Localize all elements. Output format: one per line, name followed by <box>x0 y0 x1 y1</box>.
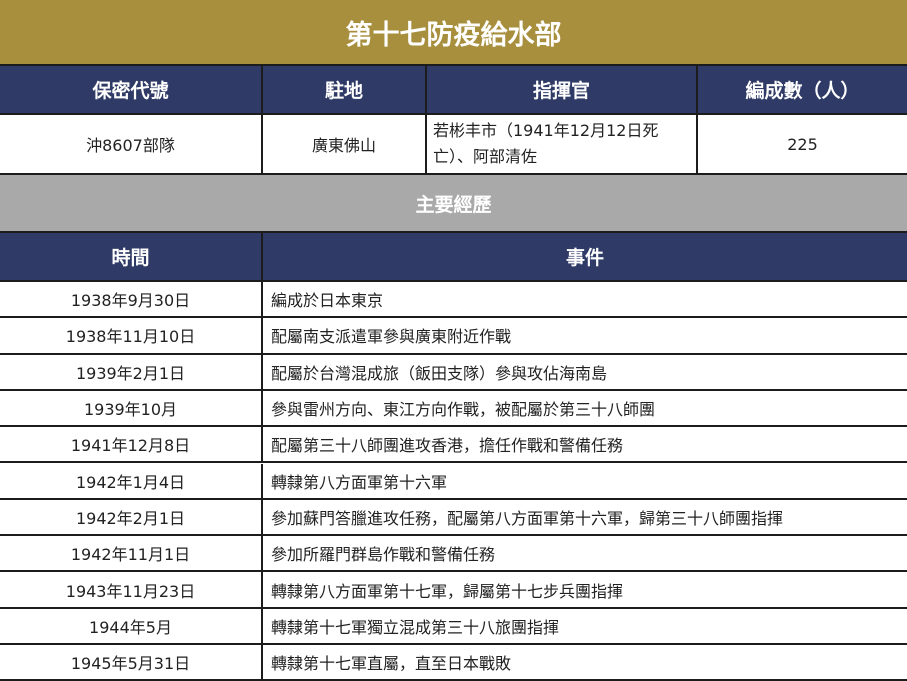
table-row: 1944年5月 轉隸第十七軍獨立混成第三十八旅團指揮 <box>0 608 907 645</box>
table-row: 1942年1月4日 轉隸第八方面軍第十六軍 <box>0 463 907 500</box>
row-event: 參與雷州方向、東江方向作戰，被配屬於第三十八師團 <box>271 400 656 420</box>
row-date: 1944年5月 <box>0 608 263 643</box>
table-row: 1942年2月1日 參加蘇門答臘進攻任務，配屬第八方面軍第十六軍，歸第三十八師團指… <box>0 499 907 537</box>
row-date: 1942年11月1日 <box>0 536 263 571</box>
header-commander: 指揮官 <box>427 66 698 113</box>
row-event: 參加所羅門群島作戰和警備任務 <box>271 545 496 565</box>
table-row: 1942年11月1日 參加所羅門群島作戰和警備任務 <box>0 536 907 573</box>
row-date: 1938年11月10日 <box>0 318 263 353</box>
table-title: 第十七防疫給水部 <box>0 0 907 66</box>
header-strength: 編成數（人） <box>698 66 907 113</box>
row-date: 1939年10月 <box>0 390 263 426</box>
header-station: 駐地 <box>263 66 427 113</box>
info-header-row: 保密代號 駐地 指揮官 編成數（人） <box>0 66 907 115</box>
row-event: 轉隸第八方面軍第十六軍 <box>271 472 448 492</box>
table-row: 1943年11月23日 轉隸第八方面軍第十七軍，歸屬第十七步兵團指揮 <box>0 572 907 609</box>
value-strength: 225 <box>787 134 818 154</box>
row-date: 1939年2月1日 <box>0 354 263 389</box>
row-date: 1942年1月4日 <box>0 463 263 498</box>
row-event: 轉隸第八方面軍第十七軍，歸屬第十七步兵團指揮 <box>271 581 624 601</box>
header-event: 事件 <box>263 233 907 280</box>
value-code-name: 沖8607部隊 <box>0 115 263 173</box>
table-row: 1941年12月8日 配屬第三十八師團進攻香港，擔任作戰和警備任務 <box>0 427 907 464</box>
row-date: 1943年11月23日 <box>0 572 263 607</box>
row-event: 轉隸第十七軍獨立混成第三十八旅團指揮 <box>271 617 560 637</box>
row-event: 配屬於台灣混成旅（飯田支隊）參與攻佔海南島 <box>271 363 608 383</box>
row-date: 1941年12月8日 <box>0 427 263 462</box>
header-time: 時間 <box>0 233 263 280</box>
table-row: 1939年10月 參與雷州方向、東江方向作戰，被配屬於第三十八師團 <box>0 390 907 428</box>
section-title: 主要經歷 <box>0 175 907 233</box>
table-row: 1939年2月1日 配屬於台灣混成旅（飯田支隊）參與攻佔海南島 <box>0 354 907 391</box>
history-header-row: 時間 事件 <box>0 233 907 282</box>
row-date: 1942年2月1日 <box>0 499 263 535</box>
row-event: 轉隸第十七軍直屬，直至日本戰敗 <box>271 654 512 674</box>
table-row: 1938年11月10日 配屬南支派遣軍參與廣東附近作戰 <box>0 318 907 355</box>
row-event: 編成於日本東京 <box>271 291 384 311</box>
table-row: 1938年9月30日 編成於日本東京 <box>0 282 907 319</box>
table-row: 1945年5月31日 轉隸第十七軍直屬，直至日本戰敗 <box>0 645 907 681</box>
row-date: 1945年5月31日 <box>0 645 263 680</box>
value-commander: 若彬丰市（1941年12月12日死亡）、阿部清佐 <box>427 115 698 173</box>
row-event: 配屬第三十八師團進攻香港，擔任作戰和警備任務 <box>271 436 624 456</box>
value-station: 廣東佛山 <box>263 115 427 173</box>
row-event: 配屬南支派遣軍參與廣東附近作戰 <box>271 327 512 347</box>
info-value-row: 沖8607部隊 廣東佛山 若彬丰市（1941年12月12日死亡）、阿部清佐 22… <box>0 115 907 175</box>
row-event: 參加蘇門答臘進攻任務，配屬第八方面軍第十六軍，歸第三十八師團指揮 <box>271 508 784 528</box>
header-code-name: 保密代號 <box>0 66 263 113</box>
row-date: 1938年9月30日 <box>0 282 263 317</box>
